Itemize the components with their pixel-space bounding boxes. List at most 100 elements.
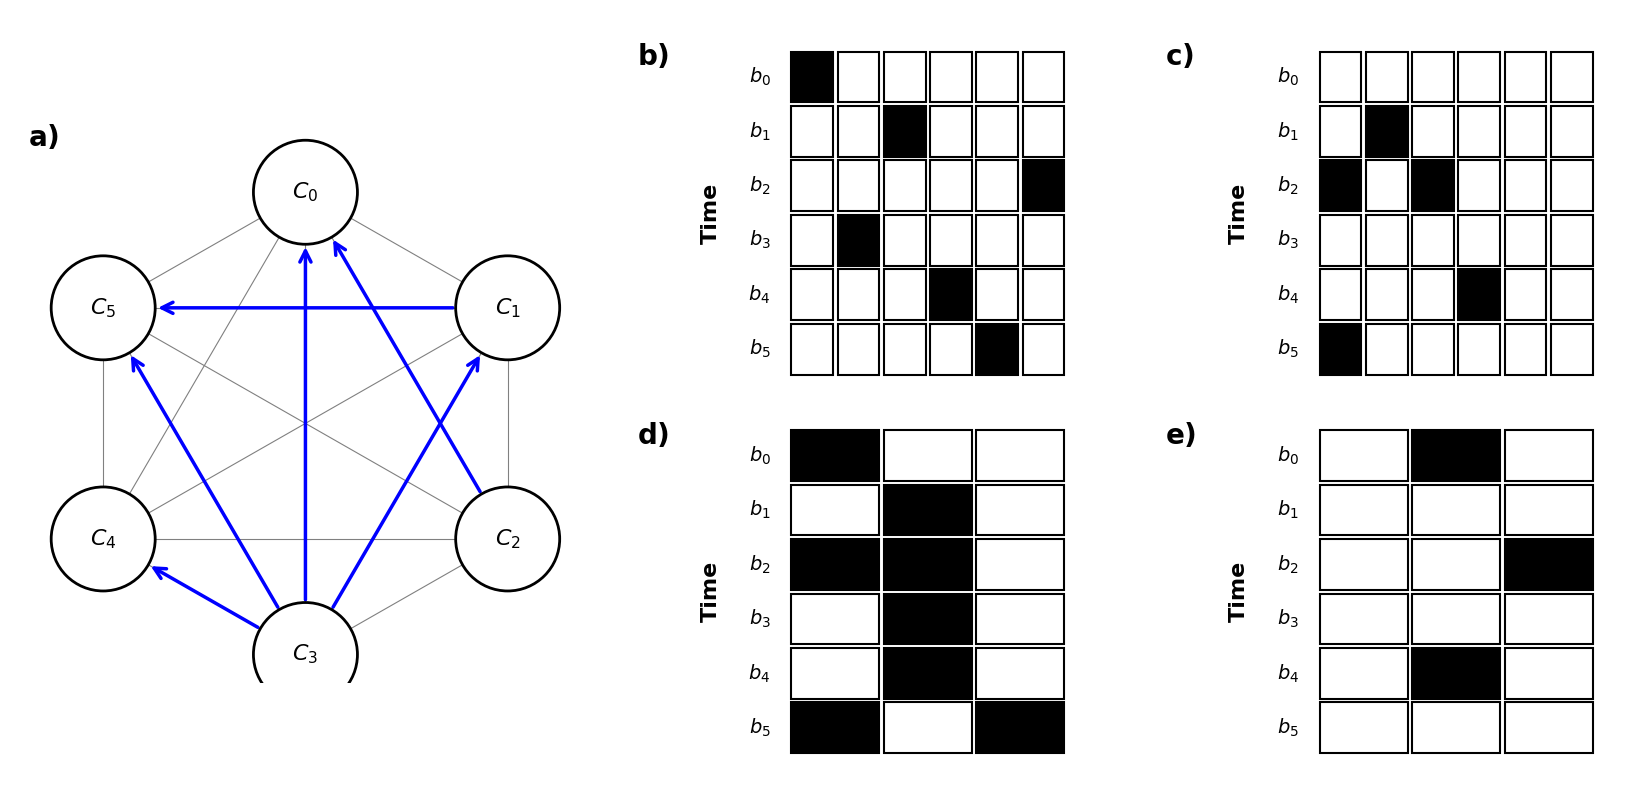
Text: $b_{2}$: $b_{2}$ [750, 553, 771, 576]
FancyBboxPatch shape [791, 323, 834, 375]
Text: $C_2$: $C_2$ [495, 527, 520, 551]
FancyBboxPatch shape [1550, 51, 1593, 103]
FancyBboxPatch shape [930, 51, 972, 103]
FancyBboxPatch shape [1412, 323, 1455, 375]
Text: $b_{1}$: $b_{1}$ [1278, 499, 1299, 522]
FancyBboxPatch shape [1412, 484, 1501, 536]
FancyBboxPatch shape [1319, 51, 1362, 103]
FancyBboxPatch shape [1412, 269, 1455, 320]
Text: $\mathbf{e)}$: $\mathbf{e)}$ [1166, 421, 1195, 451]
FancyBboxPatch shape [883, 539, 972, 590]
FancyBboxPatch shape [1504, 539, 1593, 590]
FancyBboxPatch shape [791, 484, 880, 536]
FancyBboxPatch shape [1412, 215, 1455, 266]
FancyBboxPatch shape [930, 323, 972, 375]
Text: $b_{0}$: $b_{0}$ [1276, 444, 1299, 467]
FancyBboxPatch shape [1022, 323, 1065, 375]
FancyBboxPatch shape [1458, 160, 1501, 211]
Text: $b_{4}$: $b_{4}$ [1276, 662, 1299, 685]
FancyBboxPatch shape [791, 702, 880, 753]
Text: Time: Time [700, 182, 720, 244]
FancyBboxPatch shape [883, 593, 972, 645]
FancyBboxPatch shape [1319, 215, 1362, 266]
FancyBboxPatch shape [976, 106, 1019, 157]
Text: $\mathbf{c)}$: $\mathbf{c)}$ [1166, 43, 1194, 72]
FancyBboxPatch shape [791, 593, 880, 645]
FancyBboxPatch shape [837, 51, 880, 103]
FancyBboxPatch shape [1319, 269, 1362, 320]
FancyBboxPatch shape [1504, 484, 1593, 536]
Circle shape [456, 256, 560, 360]
FancyBboxPatch shape [930, 215, 972, 266]
FancyBboxPatch shape [883, 648, 972, 699]
Text: Time: Time [1228, 561, 1248, 623]
Text: $C_3$: $C_3$ [292, 643, 319, 667]
FancyBboxPatch shape [1550, 215, 1593, 266]
FancyBboxPatch shape [791, 269, 834, 320]
FancyBboxPatch shape [1022, 51, 1065, 103]
FancyBboxPatch shape [883, 484, 972, 536]
FancyBboxPatch shape [1458, 106, 1501, 157]
Text: $b_{5}$: $b_{5}$ [1278, 716, 1299, 739]
FancyBboxPatch shape [1319, 323, 1362, 375]
Text: $b_{1}$: $b_{1}$ [1278, 120, 1299, 143]
Text: $b_{5}$: $b_{5}$ [1278, 338, 1299, 361]
FancyBboxPatch shape [1365, 106, 1408, 157]
FancyBboxPatch shape [1458, 51, 1501, 103]
FancyBboxPatch shape [1412, 702, 1501, 753]
Text: $b_{2}$: $b_{2}$ [750, 174, 771, 197]
Text: $b_{2}$: $b_{2}$ [1278, 553, 1299, 576]
FancyBboxPatch shape [791, 160, 834, 211]
FancyBboxPatch shape [1365, 269, 1408, 320]
Text: $b_{5}$: $b_{5}$ [750, 338, 771, 361]
FancyBboxPatch shape [1504, 160, 1547, 211]
FancyBboxPatch shape [1504, 51, 1547, 103]
FancyBboxPatch shape [1319, 648, 1408, 699]
FancyBboxPatch shape [1365, 51, 1408, 103]
FancyBboxPatch shape [791, 539, 880, 590]
Text: $\mathbf{b)}$: $\mathbf{b)}$ [637, 43, 669, 72]
FancyBboxPatch shape [930, 106, 972, 157]
FancyBboxPatch shape [976, 51, 1019, 103]
Text: $b_{1}$: $b_{1}$ [750, 120, 771, 143]
FancyBboxPatch shape [976, 160, 1019, 211]
FancyBboxPatch shape [1319, 430, 1408, 481]
Text: $b_{4}$: $b_{4}$ [1276, 283, 1299, 306]
Text: $b_{4}$: $b_{4}$ [748, 283, 771, 306]
FancyBboxPatch shape [791, 106, 834, 157]
Text: $b_{1}$: $b_{1}$ [750, 499, 771, 522]
Text: $b_{0}$: $b_{0}$ [748, 65, 771, 88]
FancyBboxPatch shape [976, 430, 1065, 481]
FancyBboxPatch shape [1504, 215, 1547, 266]
Circle shape [51, 256, 155, 360]
FancyBboxPatch shape [1319, 160, 1362, 211]
FancyBboxPatch shape [1412, 593, 1501, 645]
Text: $b_{3}$: $b_{3}$ [750, 229, 771, 252]
FancyBboxPatch shape [1412, 106, 1455, 157]
FancyBboxPatch shape [883, 702, 972, 753]
FancyBboxPatch shape [1504, 702, 1593, 753]
FancyBboxPatch shape [1365, 160, 1408, 211]
Text: $C_4$: $C_4$ [89, 527, 117, 551]
FancyBboxPatch shape [976, 323, 1019, 375]
Text: $C_1$: $C_1$ [495, 296, 520, 320]
FancyBboxPatch shape [837, 106, 880, 157]
FancyBboxPatch shape [976, 215, 1019, 266]
FancyBboxPatch shape [1365, 323, 1408, 375]
Circle shape [253, 140, 357, 245]
FancyBboxPatch shape [1458, 269, 1501, 320]
FancyBboxPatch shape [930, 160, 972, 211]
FancyBboxPatch shape [1458, 323, 1501, 375]
Text: $\mathbf{a)}$: $\mathbf{a)}$ [28, 123, 59, 152]
FancyBboxPatch shape [883, 51, 926, 103]
FancyBboxPatch shape [976, 593, 1065, 645]
FancyBboxPatch shape [1550, 323, 1593, 375]
Text: $b_{3}$: $b_{3}$ [1278, 229, 1299, 252]
FancyBboxPatch shape [791, 648, 880, 699]
Text: $b_{0}$: $b_{0}$ [748, 444, 771, 467]
FancyBboxPatch shape [976, 539, 1065, 590]
FancyBboxPatch shape [1319, 539, 1408, 590]
FancyBboxPatch shape [1412, 160, 1455, 211]
FancyBboxPatch shape [976, 648, 1065, 699]
FancyBboxPatch shape [1412, 539, 1501, 590]
